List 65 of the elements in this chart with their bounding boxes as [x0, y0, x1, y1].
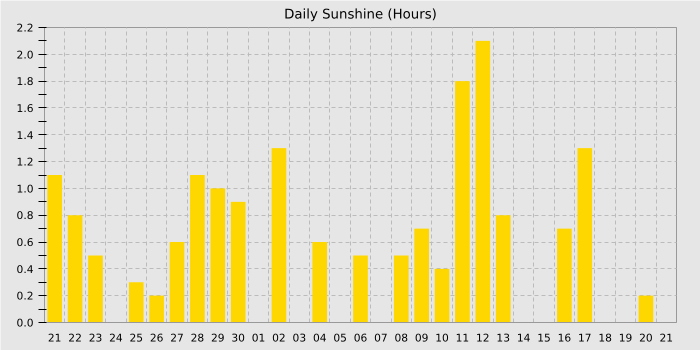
y-tick-label: 2.0 [16, 48, 34, 62]
bar [496, 215, 511, 322]
x-tick-label: 12 [476, 332, 490, 344]
y-tick-label: 2.2 [16, 22, 34, 34]
bar [394, 255, 409, 322]
bar [638, 296, 654, 322]
x-tick-label: 27 [170, 332, 184, 344]
bar [455, 81, 470, 322]
x-tick-label: 07 [374, 332, 388, 344]
y-tick-label: 1.2 [16, 156, 34, 169]
chart-title: Daily Sunshine (Hours) [284, 8, 437, 22]
x-tick-label: 02 [272, 332, 286, 344]
x-tick-label: 04 [312, 332, 327, 344]
x-tick-label: 26 [150, 332, 164, 344]
bar [149, 296, 164, 322]
x-tick-label: 11 [456, 332, 470, 344]
y-tick-label: 1.4 [16, 128, 34, 142]
bar [190, 175, 205, 322]
x-tick-label: 30 [231, 332, 246, 344]
x-tick-label: 19 [618, 332, 633, 344]
x-tick-label: 29 [211, 332, 225, 344]
x-tick-label: 09 [414, 332, 429, 344]
x-tick-label: 14 [516, 332, 531, 344]
x-tick-label: 28 [190, 332, 204, 344]
x-tick-label: 23 [88, 332, 102, 344]
y-tick-label: 0.6 [16, 236, 34, 250]
bar [414, 228, 429, 322]
x-tick-label: 05 [333, 332, 347, 344]
bar [230, 202, 246, 322]
x-tick-label: 22 [68, 332, 82, 344]
x-tick-label: 01 [252, 332, 266, 344]
bar [312, 242, 328, 322]
x-tick-label: 03 [292, 332, 306, 344]
x-tick-label: 18 [598, 332, 612, 344]
bar [475, 40, 490, 322]
x-tick-label: 17 [578, 332, 592, 344]
y-tick-label: 0.2 [16, 290, 34, 303]
x-tick-label: 20 [639, 332, 653, 344]
x-tick-label: 13 [496, 332, 510, 344]
y-tick-label: 0.4 [16, 262, 34, 276]
bar [170, 242, 184, 322]
y-tick-label: 1.0 [16, 182, 34, 196]
y-tick-label: 0.0 [16, 316, 34, 330]
x-tick-label: 08 [394, 332, 408, 344]
y-tick-label: 1.6 [16, 102, 34, 115]
bar [353, 255, 368, 322]
bar [272, 148, 286, 322]
y-tick-label: 1.8 [16, 75, 34, 88]
x-tick-label: 10 [435, 332, 450, 344]
bar [557, 228, 572, 322]
x-tick-label: 21 [660, 332, 674, 344]
bar [47, 175, 62, 322]
x-tick-label: 25 [129, 332, 144, 344]
x-tick-label: 21 [48, 332, 62, 344]
y-tick-label: 0.8 [16, 209, 34, 222]
x-tick-label: 06 [354, 332, 368, 344]
bar [88, 255, 103, 322]
bar [434, 268, 450, 322]
bar [210, 188, 226, 322]
x-tick-label: 15 [537, 332, 551, 344]
bar [128, 282, 144, 322]
bar [68, 215, 82, 322]
bar [577, 148, 592, 322]
x-tick-label: 16 [558, 332, 572, 344]
x-tick-label: 24 [109, 332, 123, 344]
